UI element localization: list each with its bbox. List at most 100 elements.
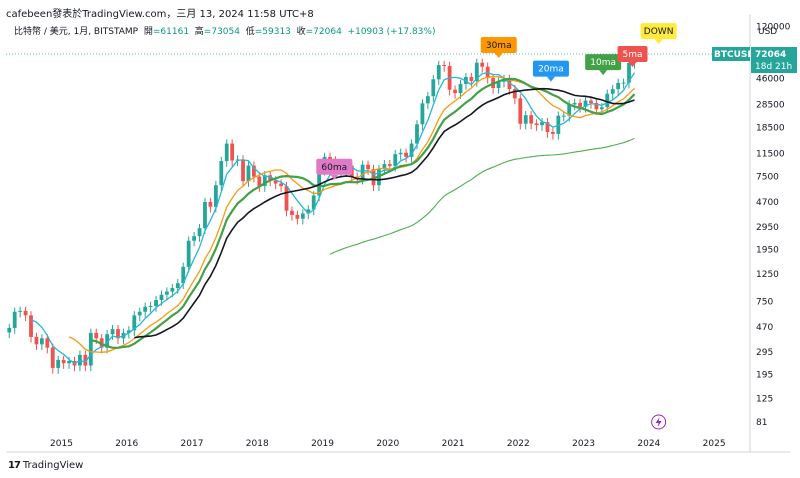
price-tick-label: 125	[756, 395, 773, 405]
candle-body	[126, 330, 131, 333]
candle-body	[246, 165, 251, 182]
candle-body	[458, 83, 463, 94]
high-label: 高	[194, 27, 204, 37]
high-value: =73054	[203, 27, 240, 37]
candle-body	[83, 354, 88, 366]
candle-body	[18, 310, 23, 312]
open-value: =61161	[152, 27, 190, 37]
low-value: =59313	[254, 27, 291, 37]
candle-body	[165, 291, 169, 295]
candle-body	[279, 183, 283, 187]
candle-body	[295, 214, 300, 219]
candle-body	[306, 209, 311, 214]
candle-body	[366, 164, 370, 170]
candles-layer	[7, 49, 637, 374]
candle-body	[529, 115, 534, 124]
time-tick-label: 2024	[637, 439, 660, 449]
candle-body	[382, 164, 387, 170]
ma-10-line	[90, 77, 636, 349]
candle-body	[105, 334, 110, 348]
candle-body	[371, 169, 376, 186]
ohlc-legend: 比特幣 / 美元, 1月, BITSTAMP 開=61161 高=73054 低…	[14, 24, 435, 37]
candle-body	[436, 65, 441, 80]
candle-body	[534, 123, 539, 126]
candle-body	[583, 100, 588, 107]
annotation-label: 5ma	[623, 50, 643, 60]
candle-body	[241, 159, 245, 182]
price-tick-label: 7500	[756, 173, 779, 183]
candle-body	[453, 89, 457, 94]
time-tick-label: 2025	[703, 439, 726, 449]
close-label: 收	[296, 27, 306, 37]
candle-body	[12, 311, 17, 328]
annotations-layer: 30ma 20ma 10ma 5ma DOWN 60ma	[316, 23, 677, 180]
candle-body	[523, 115, 528, 124]
annotation-down: DOWN	[640, 23, 677, 45]
candle-body	[273, 180, 278, 184]
time-tick-label: 2020	[376, 439, 399, 449]
annotation-5ma: 5ma	[617, 46, 648, 68]
candle-body	[50, 347, 55, 368]
candle-body	[420, 103, 425, 125]
candle-body	[39, 338, 44, 345]
annotation-label: 20ma	[538, 65, 564, 75]
price-tick-label: 4700	[756, 198, 779, 208]
tradingview-logo[interactable]: 17 TradingView	[8, 460, 83, 471]
time-tick-label: 2018	[246, 439, 269, 449]
candle-body	[268, 175, 273, 181]
candle-body	[208, 201, 213, 207]
ma-long-line	[329, 137, 635, 255]
candle-body	[610, 89, 615, 94]
tradingview-logo-icon: 17	[8, 460, 21, 471]
candle-body	[154, 300, 158, 306]
candle-body	[148, 305, 153, 307]
candle-body	[159, 294, 164, 301]
price-tick-label: 295	[756, 348, 773, 358]
last-price-tag: BTCUSD 72064 18d 21h	[712, 46, 797, 73]
currency-label: USD	[758, 27, 777, 37]
candle-body	[23, 310, 28, 316]
annotation-pointer	[330, 174, 339, 180]
price-tick-label: 81	[756, 418, 767, 428]
lightning-bolt-icon	[655, 417, 662, 427]
candle-body	[616, 82, 621, 90]
time-tick-label: 2017	[181, 439, 204, 449]
candle-body	[230, 143, 235, 161]
candle-body	[474, 62, 479, 81]
candle-body	[192, 236, 197, 241]
candle-body	[496, 81, 501, 88]
ma-30-line	[68, 75, 635, 353]
candle-body	[431, 79, 436, 97]
ma-20-line	[30, 72, 636, 365]
candle-body	[442, 65, 447, 67]
candle-body	[203, 201, 207, 229]
candle-body	[578, 102, 582, 107]
symbol-label[interactable]: 比特幣 / 美元, 1月, BITSTAMP	[14, 27, 139, 37]
candle-body	[224, 143, 229, 162]
price-tick-label: 2950	[756, 223, 779, 233]
candle-body	[56, 359, 61, 368]
publish-header: cafebeen發表於TradingView.com，三月 13, 2024 1…	[6, 9, 314, 20]
candle-body	[181, 266, 186, 284]
candle-body	[404, 152, 409, 157]
annotation-20ma: 20ma	[532, 60, 569, 82]
candle-body	[594, 102, 599, 110]
time-tick-label: 2019	[311, 439, 334, 449]
candle-body	[300, 213, 305, 219]
price-tag-value: 72064	[755, 50, 786, 60]
candle-body	[88, 332, 93, 366]
candle-body	[317, 169, 322, 196]
candle-body	[61, 359, 66, 364]
candle-body	[328, 156, 332, 161]
candle-body	[415, 124, 419, 144]
candle-body	[589, 100, 593, 103]
candle-body	[480, 62, 485, 67]
annotation-bubble	[617, 46, 648, 63]
price-tick-label: 120000	[756, 22, 791, 32]
price-tick-label: 1950	[756, 246, 779, 256]
candle-body	[387, 164, 392, 166]
candle-body	[284, 186, 289, 211]
candle-body	[599, 107, 604, 110]
candle-body	[393, 154, 398, 166]
